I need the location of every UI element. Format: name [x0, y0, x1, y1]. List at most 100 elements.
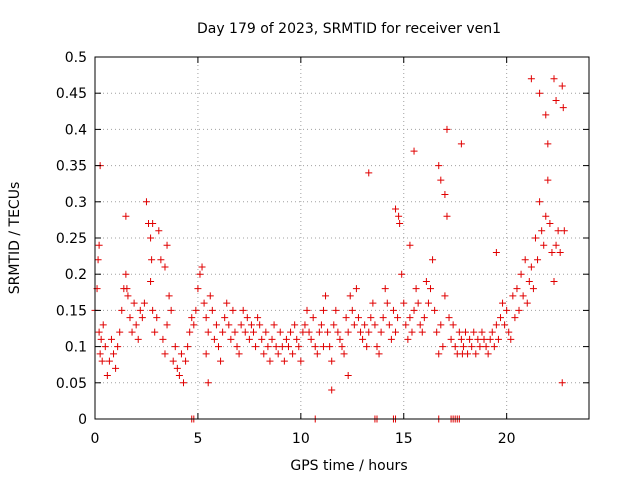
- data-point: [558, 379, 566, 387]
- data-point: [328, 357, 336, 365]
- data-point: [375, 350, 383, 358]
- data-point: [138, 314, 146, 322]
- data-point: [400, 299, 408, 307]
- data-point: [344, 328, 352, 336]
- data-point: [536, 198, 544, 206]
- data-point: [548, 248, 556, 256]
- data-point: [307, 335, 315, 343]
- data-point: [536, 89, 544, 97]
- x-tick-label: 15: [395, 431, 413, 447]
- data-point: [276, 328, 284, 336]
- data-point: [210, 335, 218, 343]
- data-point: [365, 328, 373, 336]
- data-point: [223, 299, 231, 307]
- data-point: [402, 321, 410, 329]
- data-point: [239, 306, 247, 314]
- data-point: [398, 270, 406, 278]
- data-point: [221, 314, 229, 322]
- data-point: [334, 328, 342, 336]
- data-point: [466, 335, 474, 343]
- data-point: [346, 292, 354, 300]
- data-point: [114, 343, 122, 351]
- data-point: [422, 277, 430, 285]
- data-point: [517, 270, 525, 278]
- data-point: [301, 321, 309, 329]
- data-point: [445, 314, 453, 322]
- data-point: [503, 306, 511, 314]
- data-point: [103, 372, 111, 380]
- data-point: [437, 321, 445, 329]
- data-point: [171, 343, 179, 351]
- data-point: [204, 328, 212, 336]
- data-point: [293, 335, 301, 343]
- data-point: [439, 343, 447, 351]
- data-point: [350, 321, 358, 329]
- data-point: [433, 328, 441, 336]
- data-point: [490, 343, 498, 351]
- data-point: [406, 314, 414, 322]
- data-point: [408, 328, 416, 336]
- data-point: [107, 335, 115, 343]
- data-point: [128, 328, 136, 336]
- y-tick-label: 0.05: [56, 376, 87, 392]
- data-point: [206, 292, 214, 300]
- data-point: [416, 321, 424, 329]
- data-point: [385, 321, 393, 329]
- data-point: [225, 321, 233, 329]
- data-point: [249, 328, 257, 336]
- data-point: [515, 306, 523, 314]
- data-point: [531, 234, 539, 242]
- data-point: [99, 321, 107, 329]
- data-point: [227, 335, 235, 343]
- data-point: [202, 350, 210, 358]
- data-point: [247, 321, 255, 329]
- data-point: [130, 299, 138, 307]
- data-point: [435, 350, 443, 358]
- grid: [95, 57, 589, 419]
- data-point: [478, 328, 486, 336]
- data-point: [441, 292, 449, 300]
- data-point: [359, 335, 367, 343]
- data-point: [361, 321, 369, 329]
- y-tick-label: 0.25: [56, 231, 87, 247]
- x-tick-label: 10: [292, 431, 310, 447]
- data-point: [556, 248, 564, 256]
- data-point: [511, 314, 519, 322]
- x-tick-label: 20: [498, 431, 516, 447]
- data-point: [208, 306, 216, 314]
- data-point: [441, 191, 449, 199]
- data-point: [235, 350, 243, 358]
- data-point: [558, 82, 566, 90]
- data-point: [148, 256, 156, 264]
- data-point: [194, 285, 202, 293]
- data-point: [410, 147, 418, 155]
- data-point: [264, 343, 272, 351]
- data-point: [112, 364, 120, 372]
- data-point: [373, 343, 381, 351]
- data-point: [122, 270, 130, 278]
- data-point: [427, 285, 435, 293]
- data-point: [136, 306, 144, 314]
- data-point: [387, 335, 395, 343]
- data-point: [256, 321, 264, 329]
- chart-title: Day 179 of 2023, SRMTID for receiver ven…: [197, 21, 501, 37]
- data-point: [173, 364, 181, 372]
- data-point: [212, 321, 220, 329]
- data-point: [352, 285, 360, 293]
- data-point: [395, 212, 403, 220]
- data-point: [367, 314, 375, 322]
- data-point: [309, 314, 317, 322]
- x-tick-label: 5: [193, 431, 202, 447]
- data-point: [101, 343, 109, 351]
- data-point: [396, 220, 404, 228]
- data-point: [95, 328, 103, 336]
- data-point: [134, 335, 142, 343]
- y-tick-label: 0.3: [65, 195, 87, 211]
- data-point: [317, 321, 325, 329]
- data-point: [180, 379, 188, 387]
- data-point: [542, 212, 550, 220]
- data-point: [529, 285, 537, 293]
- data-point: [404, 335, 412, 343]
- data-point: [336, 335, 344, 343]
- data-point: [443, 125, 451, 133]
